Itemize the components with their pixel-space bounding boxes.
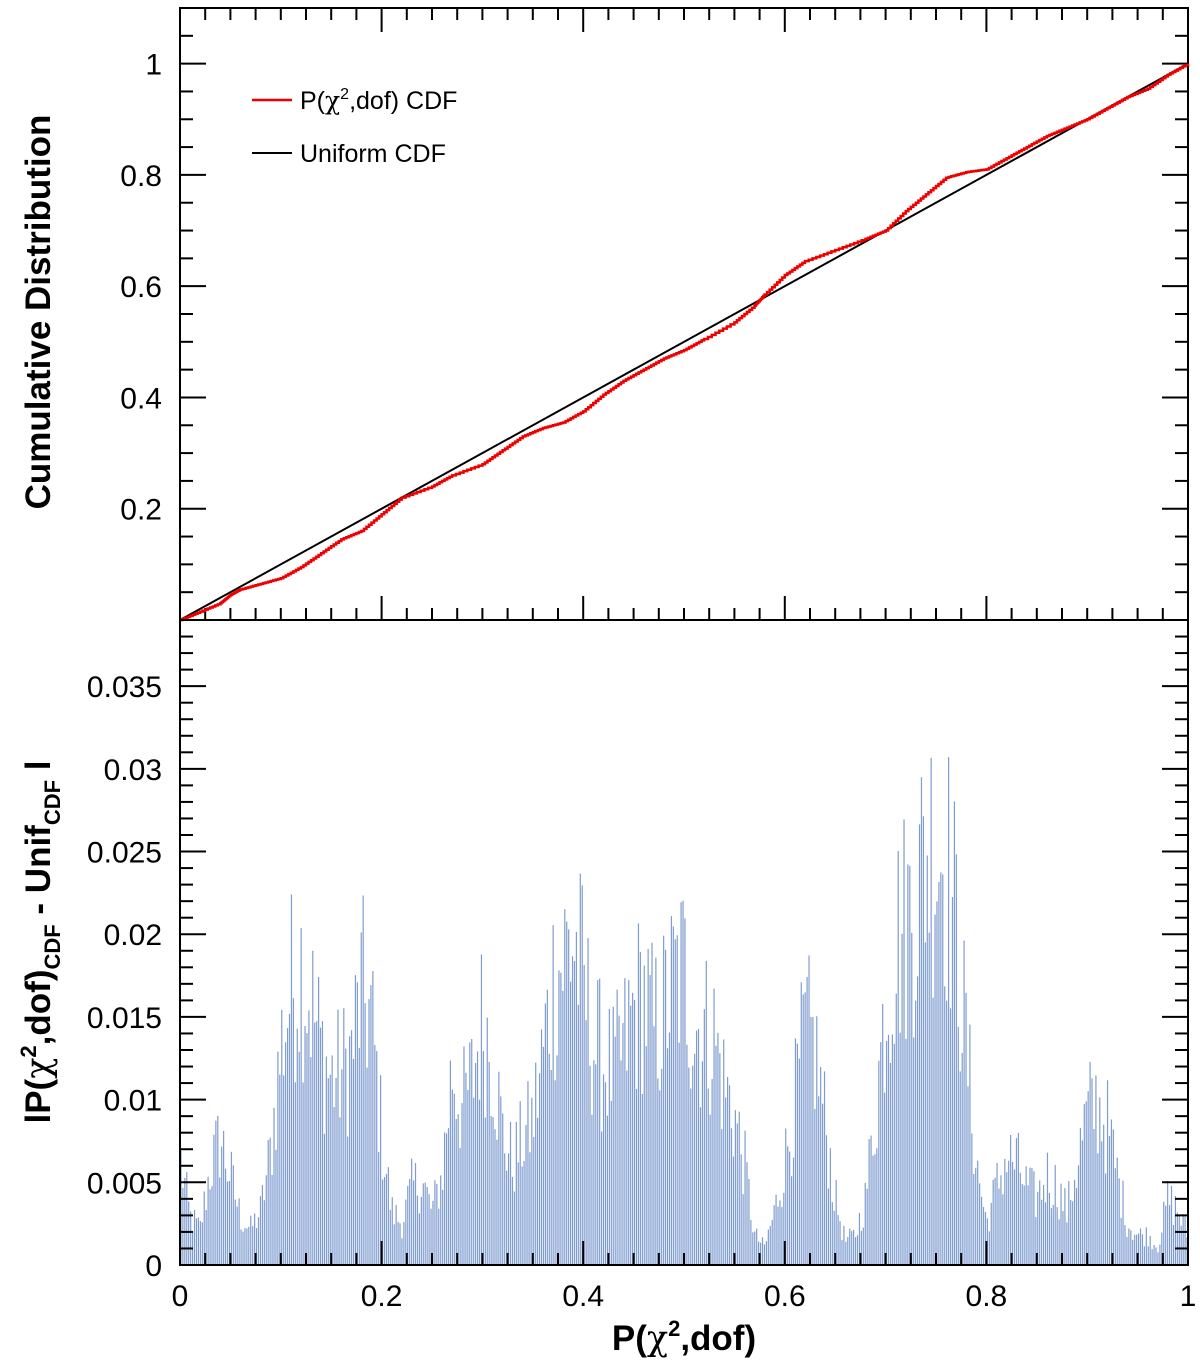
uniform-cdf-line — [179, 62, 1189, 621]
top-axis-ticks — [180, 8, 1188, 620]
bottom-y-tick-label: 0.015 — [87, 1002, 162, 1035]
top-y-tick-label: 0.4 — [120, 382, 162, 415]
top-y-tick-labels: 0.2 0.4 0.6 0.8 1 — [120, 49, 162, 527]
bottom-x-tick-label: 0.4 — [562, 1280, 604, 1313]
bottom-y-tick-label: 0.02 — [104, 919, 162, 952]
bottom-y-tick-label: 0.025 — [87, 837, 162, 870]
top-y-tick-label: 0.8 — [120, 160, 162, 193]
p-chi2-cdf-line — [180, 63, 1190, 622]
top-y-tick-label: 0.6 — [120, 271, 162, 304]
bottom-axis-ticks — [180, 635, 1188, 1265]
bottom-y-tick-label: 0.035 — [87, 671, 162, 704]
top-y-axis-title: Cumulative Distribution — [19, 115, 58, 510]
bottom-x-tick-labels: 0 0.2 0.4 0.6 0.8 1 — [172, 1280, 1197, 1313]
legend-label-p-chi2: P(χ2,dof) CDF — [300, 86, 457, 115]
bottom-plot-frame — [179, 619, 1189, 1266]
bottom-x-axis-title: P(χ2,dof) — [612, 1316, 756, 1359]
bottom-y-tick-label: 0.005 — [87, 1167, 162, 1200]
bottom-x-tick-label: 0.8 — [966, 1280, 1008, 1313]
top-y-tick-label: 1 — [145, 49, 162, 82]
legend-label-uniform: Uniform CDF — [300, 140, 446, 168]
bottom-x-tick-label: 1 — [1180, 1280, 1197, 1313]
bottom-panel: 0 0.005 0.01 0.015 0.02 0.025 0.03 0.035 0 0.2 0.… — [16, 619, 1197, 1359]
bottom-y-tick-label: 0 — [145, 1250, 162, 1283]
residual-bars — [180, 757, 1188, 1265]
bottom-y-tick-label: 0.03 — [104, 754, 162, 787]
bottom-x-tick-label: 0.2 — [361, 1280, 403, 1313]
top-panel: 0.2 0.4 0.6 0.8 1 Cumulative Distribution P(… — [19, 7, 1190, 622]
bottom-y-axis-title: lP(χ2,dof)CDF - UnifCDF l — [16, 760, 65, 1123]
bottom-x-tick-label: 0.6 — [764, 1280, 806, 1313]
top-y-tick-label: 0.2 — [120, 494, 162, 527]
bottom-y-tick-labels: 0 0.005 0.01 0.015 0.02 0.025 0.03 0.035 — [87, 671, 162, 1283]
legend: P(χ2,dof) CDF Uniform CDF — [252, 86, 457, 168]
bottom-x-tick-label: 0 — [172, 1280, 189, 1313]
bottom-y-tick-label: 0.01 — [104, 1085, 162, 1118]
